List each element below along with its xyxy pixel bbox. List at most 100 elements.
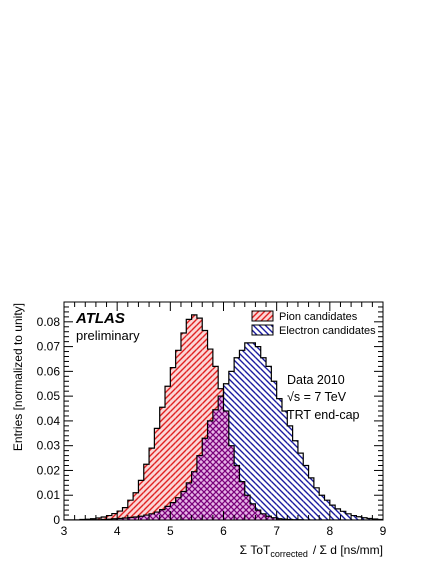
bin-overlap-37 (260, 513, 267, 520)
bin-overlap-38 (266, 516, 272, 520)
bin-pion-25 (196, 318, 203, 520)
bin-overlap-36 (255, 510, 261, 520)
bin-electron-51 (335, 508, 341, 520)
y-axis: 0 0.01 0.02 0.03 0.04 0.05 0.06 0.07 0.08 (37, 301, 383, 527)
bin-electron-33 (239, 350, 245, 520)
bin-overlap-21 (175, 497, 181, 520)
x-tick-label: 9 (380, 524, 387, 538)
y-tick-label: 0.04 (37, 414, 61, 428)
bin-overlap-26 (202, 438, 208, 520)
status-label: preliminary (76, 328, 140, 343)
plot-border (63, 301, 384, 521)
bin-overlap-29 (218, 396, 224, 520)
bin-electron-52 (340, 511, 346, 520)
bin-overlap-13 (133, 517, 139, 520)
bin-electron-47 (313, 487, 320, 520)
x-tick-label: 7 (273, 524, 280, 538)
x-axis-title-units: / Σ d [ns/mm] (313, 543, 383, 557)
bin-overlap-20 (170, 502, 176, 520)
bin-electron-56 (361, 517, 368, 520)
bin-overlap-23 (186, 482, 192, 520)
x-tick-label: 8 (326, 524, 333, 538)
x-axis-title: Σ ToTcorrected / Σ d [ns/mm] (240, 543, 383, 559)
bin-electron-46 (308, 477, 314, 520)
bin-electron-53 (345, 513, 352, 520)
bin-electron-44 (297, 453, 304, 520)
bin-overlap-40 (276, 518, 282, 520)
bin-overlap-31 (228, 445, 235, 520)
bin-overlap-18 (159, 509, 166, 520)
bin-electron-35 (250, 342, 256, 520)
bin-electron-45 (303, 465, 309, 520)
bin-electron-32 (234, 357, 240, 520)
bin-overlap-24 (191, 471, 197, 520)
legend-label-electron: Electron candidates (279, 325, 376, 337)
bin-electron-37 (260, 357, 267, 520)
bin-pion-24 (191, 314, 197, 520)
bin-electron-55 (356, 516, 362, 520)
x-tick-label: 6 (220, 524, 227, 538)
legend-swatch-pion (251, 310, 274, 322)
bin-pion-18 (159, 407, 166, 520)
bin-pion-20 (170, 367, 176, 520)
bin-pion-9 (111, 513, 118, 520)
bin-overlap-10 (117, 518, 123, 520)
bin-electron-54 (351, 515, 357, 520)
y-tick-label: 0.05 (37, 389, 61, 403)
legend-swatch-electron (251, 324, 274, 336)
bin-pion-6 (95, 518, 102, 520)
y-tick-label: 0.07 (37, 340, 61, 354)
bin-overlap-27 (207, 420, 213, 520)
bin-overlap-32 (234, 465, 240, 520)
bin-overlap-35 (250, 503, 256, 520)
x-axis-title-subscript: corrected (270, 549, 308, 559)
bin-pion-11 (122, 507, 128, 520)
y-tick-label: 0.03 (37, 439, 61, 453)
bin-electron-49 (324, 500, 330, 520)
bin-overlap-19 (165, 506, 171, 520)
bin-overlap-34 (244, 495, 251, 520)
experiment-label: ATLAS (75, 310, 125, 327)
y-tick-label: 0.08 (37, 315, 61, 329)
bin-pion-12 (127, 500, 134, 520)
bin-pion-22 (180, 332, 187, 520)
bin-pion-19 (165, 386, 171, 520)
bin-overlap-11 (122, 518, 128, 520)
bin-pion-21 (175, 350, 181, 520)
bin-overlap-30 (223, 411, 229, 520)
bin-overlap-9 (111, 518, 118, 520)
bin-electron-40 (276, 398, 282, 520)
bin-overlap-15 (143, 515, 150, 520)
bin-electron-57 (367, 518, 373, 520)
legend-label-pion: Pion candidates (279, 311, 358, 323)
bin-overlap-17 (154, 512, 160, 520)
x-axis-title-main: Σ ToT (240, 543, 271, 557)
bin-overlap-39 (271, 517, 277, 520)
x-tick-label: 3 (61, 524, 68, 538)
bin-electron-38 (266, 366, 272, 520)
bin-pion-10 (117, 511, 123, 520)
bin-electron-41 (281, 411, 288, 520)
legend: Pion candidates Electron candidates (251, 310, 376, 337)
bin-overlap-25 (196, 455, 203, 520)
bin-pion-26 (202, 330, 208, 520)
bin-overlap-16 (149, 513, 155, 520)
y-tick-label: 0.01 (37, 488, 61, 502)
bin-electron-43 (292, 440, 298, 520)
bin-pion-17 (154, 428, 160, 520)
energy-label: √s = 7 TeV (287, 390, 347, 404)
bin-overlap-28 (212, 409, 219, 520)
histogram-bins (79, 314, 383, 520)
bin-overlap-14 (138, 516, 144, 520)
bin-pion-16 (149, 448, 155, 520)
x-tick-label: 5 (167, 524, 174, 538)
bin-pion-8 (106, 515, 112, 520)
bin-overlap-33 (239, 481, 245, 520)
y-tick-label: 0.06 (37, 364, 61, 378)
bin-pion-23 (186, 319, 192, 520)
bin-electron-42 (287, 425, 293, 520)
bin-electron-34 (244, 342, 251, 520)
bin-pion-15 (143, 464, 150, 520)
bin-electron-48 (319, 495, 325, 520)
